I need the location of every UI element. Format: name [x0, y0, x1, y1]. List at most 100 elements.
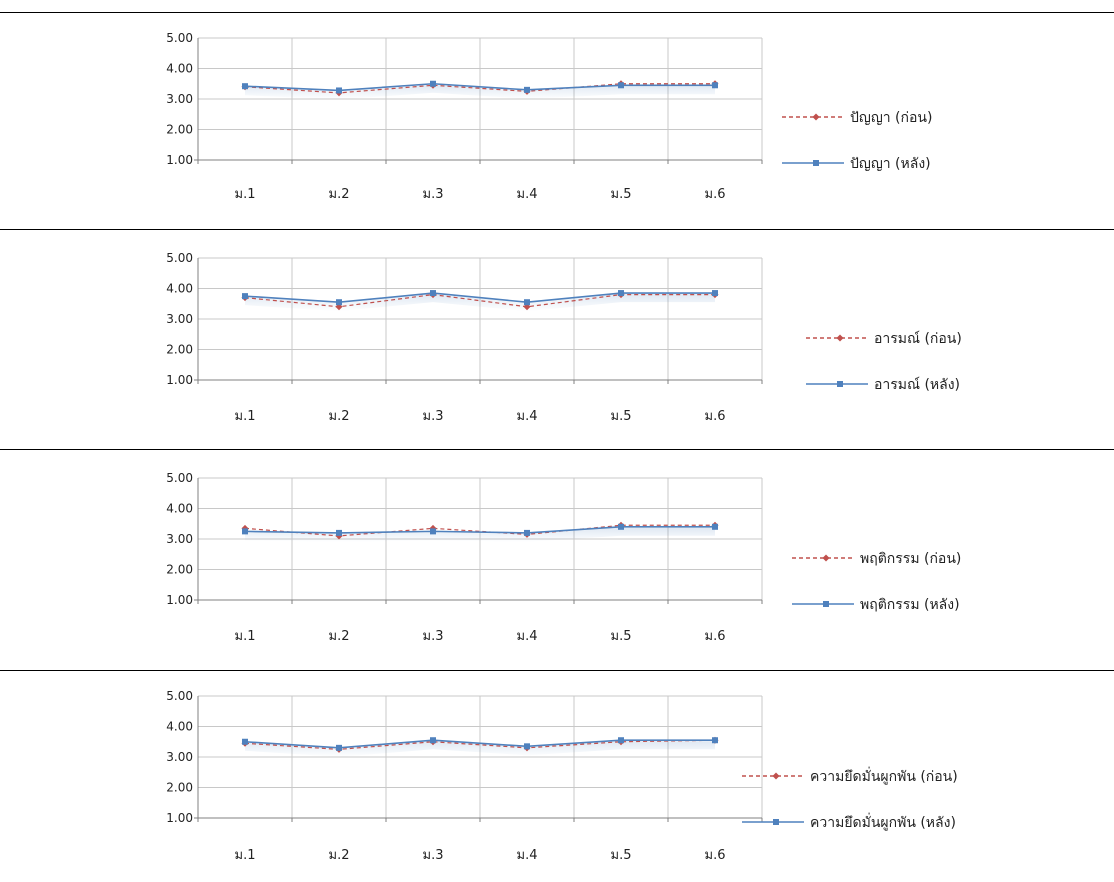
data-point-after: [712, 82, 718, 89]
y-tick-label: 3.00: [166, 312, 193, 326]
x-tick-label: ม.5: [611, 848, 632, 863]
y-tick-label: 4.00: [166, 720, 193, 734]
x-tick-label: ม.4: [517, 409, 538, 424]
y-tick-label: 1.00: [166, 373, 193, 387]
y-tick-label: 5.00: [166, 471, 193, 485]
data-point-after: [242, 83, 248, 90]
x-tick-label: ม.6: [705, 629, 726, 644]
series-line-before: [244, 524, 715, 537]
x-tick-label: ม.1: [235, 848, 256, 863]
legend-marker: [812, 113, 820, 121]
data-point-after: [336, 744, 342, 751]
separator-line: [0, 12, 1114, 13]
legend-label: ปัญญา (ก่อน): [850, 110, 932, 126]
y-tick-label: 2.00: [166, 123, 193, 137]
chart-1: 5.00 4.00 3.00 2.00 1.00 ม.1 ม.2 ม.3 ม.4 ม.5 ม.6 ปั…: [166, 31, 932, 202]
separator-line: [0, 229, 1114, 230]
y-tick-label: 4.00: [166, 282, 193, 296]
y-tick-label: 2.00: [166, 563, 193, 577]
data-point-after: [618, 290, 624, 297]
y-tick-label: 1.00: [166, 593, 193, 607]
x-tick-label: ม.6: [705, 187, 726, 202]
y-tick-label: 1.00: [166, 811, 193, 825]
data-point-after: [524, 529, 530, 536]
x-tick-label: ม.6: [705, 409, 726, 424]
x-tick-label: ม.1: [235, 187, 256, 202]
x-tick-label: ม.4: [517, 629, 538, 644]
x-tick-label: ม.3: [423, 409, 444, 424]
legend-label: พฤติกรรม (ก่อน): [860, 551, 961, 567]
series-shadow: [245, 741, 715, 757]
legend-marker: [822, 554, 830, 562]
series-line-before: [244, 739, 716, 750]
data-point-after: [242, 293, 248, 300]
x-tick-label: ม.6: [705, 848, 726, 863]
legend-marker: [837, 381, 843, 387]
legend-label: อารมณ์ (หลัง): [874, 376, 960, 393]
legend-label: พฤติกรรม (หลัง): [860, 597, 960, 613]
x-tick-label: ม.2: [329, 187, 350, 202]
series-line-after: [244, 525, 715, 534]
legend-label: อารมณ์ (ก่อน): [874, 330, 962, 347]
data-point-after: [712, 523, 718, 530]
data-point-after: [712, 737, 718, 744]
chart-2: 5.00 4.00 3.00 2.00 1.00 ม.1 ม.2 ม.3 ม.4 ม.5 ม.6 อา…: [166, 251, 962, 424]
y-tick-label: 2.00: [166, 781, 193, 795]
data-point-after: [242, 528, 248, 535]
legend-marker: [773, 819, 779, 825]
data-point-after: [430, 528, 436, 535]
y-tick-label: 5.00: [166, 689, 193, 703]
separator-line: [0, 449, 1114, 450]
data-point-after: [712, 290, 718, 297]
data-point-after: [618, 82, 624, 89]
series-line-after: [244, 292, 715, 304]
data-point-after: [524, 299, 530, 306]
series-shadow: [245, 84, 715, 100]
y-tick-label: 3.00: [166, 92, 193, 106]
data-point-after: [242, 738, 248, 745]
y-tick-label: 1.00: [166, 153, 193, 167]
data-point-after: [524, 743, 530, 750]
data-point-after: [430, 290, 436, 297]
data-point-after: [336, 299, 342, 306]
x-tick-label: ม.4: [517, 187, 538, 202]
legend-label: ปัญญา (หลัง): [850, 156, 931, 172]
x-tick-label: ม.2: [329, 409, 350, 424]
legend-marker: [823, 601, 829, 607]
chart-4: 5.00 4.00 3.00 2.00 1.00 ม.1 ม.2 ม.3 ม.4 ม.5 ม.6 คว…: [166, 689, 957, 863]
data-point-after: [430, 737, 436, 744]
legend-marker: [772, 772, 780, 780]
y-tick-label: 5.00: [166, 31, 193, 45]
legend-label: ความยึดมั่นผูกพัน (หลัง): [810, 813, 956, 831]
series-shadow: [245, 294, 715, 312]
data-point-after: [336, 87, 342, 94]
separator-line: [0, 670, 1114, 671]
data-point-after: [618, 737, 624, 744]
x-tick-label: ม.2: [329, 848, 350, 863]
x-tick-label: ม.2: [329, 629, 350, 644]
series-line-after: [244, 739, 715, 749]
y-tick-label: 3.00: [166, 750, 193, 764]
y-tick-label: 4.00: [166, 62, 193, 76]
x-tick-label: ม.3: [423, 629, 444, 644]
series-line-before: [244, 83, 715, 94]
data-point-after: [524, 86, 530, 93]
y-tick-label: 5.00: [166, 251, 193, 265]
y-tick-label: 2.00: [166, 343, 193, 357]
y-tick-label: 4.00: [166, 502, 193, 516]
data-point-after: [618, 523, 624, 530]
x-tick-label: ม.1: [235, 629, 256, 644]
series-shadow: [245, 527, 715, 542]
x-tick-label: ม.4: [517, 848, 538, 863]
series-line-before: [244, 293, 715, 308]
series-line-after: [244, 82, 715, 92]
x-tick-label: ม.1: [235, 409, 256, 424]
data-point-after: [336, 529, 342, 536]
legend-label: ความยึดมั่นผูกพัน (ก่อน): [810, 767, 958, 785]
legend-marker: [813, 160, 819, 166]
legend-marker: [836, 334, 844, 342]
data-point-after: [430, 80, 436, 87]
x-tick-label: ม.5: [611, 187, 632, 202]
x-tick-label: ม.5: [611, 629, 632, 644]
